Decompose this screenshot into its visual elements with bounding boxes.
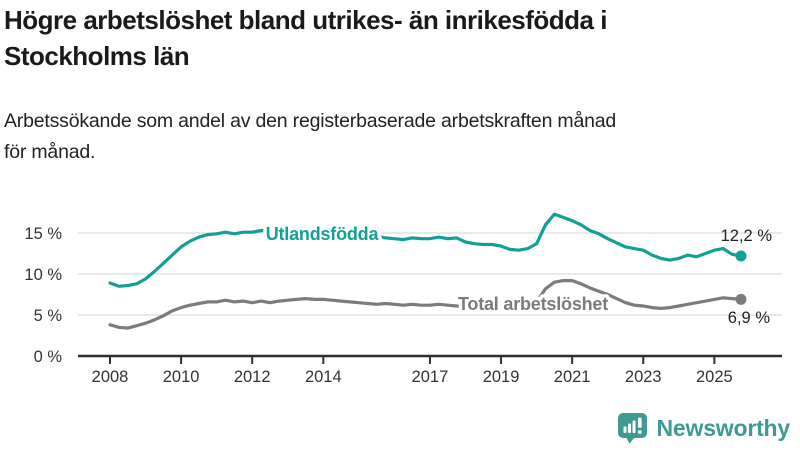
end-dot-series-0 (735, 250, 747, 262)
x-tick-label: 2021 (554, 368, 591, 386)
line-series-1 (108, 279, 743, 330)
newsworthy-logo-icon (617, 413, 647, 444)
series-inline-label-1: Total arbetslöshet (458, 294, 608, 314)
end-value-label-1: 6,9 % (728, 309, 771, 327)
brand-name: Newsworthy (656, 414, 791, 441)
end-value-label-0: 12,2 % (721, 227, 773, 245)
x-tick-label: 2017 (412, 368, 449, 386)
x-tick-label: 2008 (92, 368, 129, 386)
x-tick-label: 2014 (305, 368, 342, 386)
x-tick-label: 2010 (163, 368, 200, 386)
y-tick-label: 5 % (34, 307, 63, 325)
x-tick-label: 2019 (483, 368, 520, 386)
page-title: Högre arbetslöshet bland utrikes- än inr… (4, 5, 607, 71)
series-inline-label-0: Utlandsfödda (266, 224, 380, 244)
y-tick-label: 10 % (24, 266, 62, 284)
newsworthy-logo: Newsworthy (616, 412, 790, 444)
x-tick-label: 2025 (696, 368, 733, 386)
chart-subtitle: Arbetssökande som andel av den registerb… (4, 110, 617, 163)
end-dot-series-1 (735, 293, 747, 305)
y-tick-label: 0 % (34, 348, 63, 366)
y-tick-label: 15 % (24, 225, 62, 243)
x-tick-label: 2023 (625, 368, 662, 386)
x-tick-label: 2012 (234, 368, 271, 386)
line-series-0 (108, 212, 743, 288)
